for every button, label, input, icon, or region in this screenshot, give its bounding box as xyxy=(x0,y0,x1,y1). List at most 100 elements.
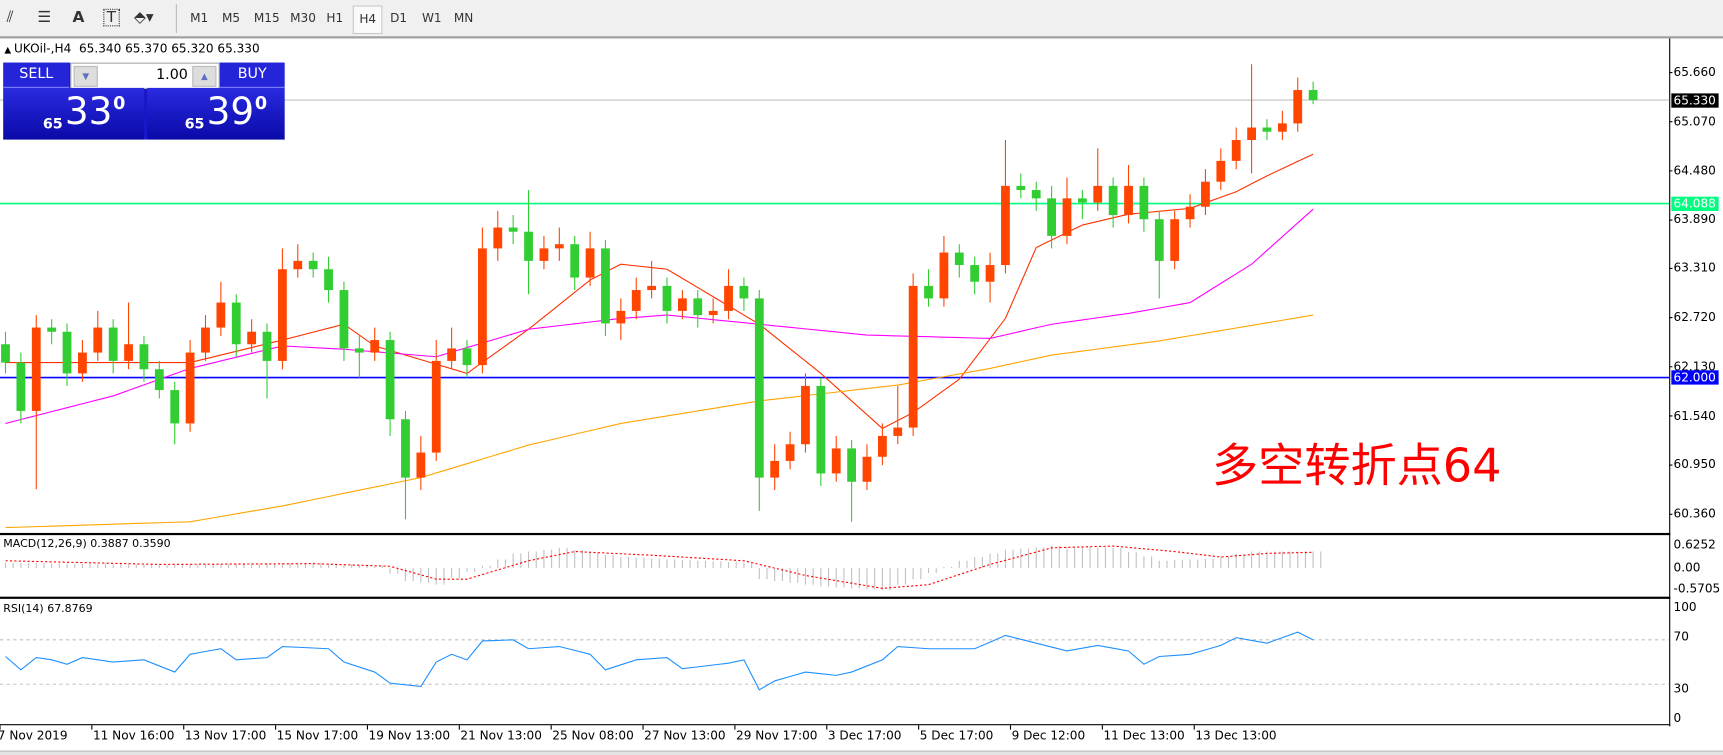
lots-input[interactable] xyxy=(99,64,188,85)
price-axis-label: 65.660 xyxy=(1673,64,1716,80)
candle-body xyxy=(278,269,287,361)
price-axis-label: 62.720 xyxy=(1673,309,1716,325)
candle-body xyxy=(1308,90,1318,101)
candle-body xyxy=(78,352,87,374)
chart-title: ▲ UKOil-,H4 65.340 65.370 65.320 65.330 xyxy=(4,42,259,56)
candle-body xyxy=(385,340,395,420)
timeframe-m30[interactable]: M30 xyxy=(290,10,316,26)
fibonacci-fan-icon[interactable]: ☰ xyxy=(37,8,51,27)
candle-body xyxy=(93,327,103,353)
timeframe-m15[interactable]: M15 xyxy=(253,10,280,26)
sell-price-point: 0 xyxy=(113,92,126,114)
macd-axis-label: 0.6252 xyxy=(1673,537,1716,552)
sell-price[interactable]: 65 33 0 xyxy=(3,87,144,140)
candle-body xyxy=(770,460,780,478)
candle-body xyxy=(1093,185,1103,203)
candle-body xyxy=(447,348,457,361)
sell-price-main: 33 xyxy=(64,90,113,135)
candle-body xyxy=(954,252,964,266)
moving-average-line xyxy=(5,208,1314,424)
candle-body xyxy=(293,260,303,270)
timeframe-h1[interactable]: H1 xyxy=(326,10,344,26)
fibonacci-expansion-icon[interactable]: ⫽ xyxy=(6,8,14,27)
pane-divider[interactable] xyxy=(0,596,1671,599)
candle-body xyxy=(831,448,841,474)
lots-increase-button[interactable]: ▲ xyxy=(192,65,217,87)
candle-body xyxy=(554,244,564,249)
rsi-axis-label: 70 xyxy=(1673,629,1689,644)
candle-body xyxy=(231,302,241,345)
buy-button[interactable]: BUY xyxy=(219,62,285,88)
candle-body xyxy=(16,362,26,411)
sell-price-prefix: 65 xyxy=(42,116,63,133)
macd-axis-label: 0.00 xyxy=(1673,560,1701,575)
candle-body xyxy=(677,298,687,311)
candle-body xyxy=(1293,90,1303,124)
chart-annotation[interactable]: 多空转折点64 xyxy=(1212,438,1502,493)
candle-body xyxy=(539,248,549,261)
candle-body xyxy=(785,444,795,461)
candle-body xyxy=(462,348,472,366)
time-axis-label: 11 Dec 13:00 xyxy=(1103,728,1185,743)
candle-body xyxy=(1062,198,1072,236)
candle-body xyxy=(631,290,641,311)
collapse-triangle-icon[interactable]: ▲ xyxy=(4,45,14,55)
price-axis-label: 62.130 xyxy=(1673,359,1716,374)
candle-body xyxy=(816,385,826,474)
sell-button[interactable]: SELL xyxy=(3,62,70,88)
candle-body xyxy=(1247,127,1256,141)
candle-body xyxy=(570,244,580,278)
candle-body xyxy=(1277,123,1287,132)
hline-label-64088: 64.088 xyxy=(1671,196,1719,211)
candle-body xyxy=(801,385,810,445)
candle-body xyxy=(201,327,210,353)
candle-body xyxy=(47,327,57,332)
candle-body xyxy=(354,348,364,353)
timeframe-m5[interactable]: M5 xyxy=(221,10,241,26)
toolbar-separator xyxy=(175,4,177,33)
candle-body xyxy=(908,285,918,428)
candle-body xyxy=(693,298,703,316)
candle-body xyxy=(1124,185,1133,216)
timeframe-mn[interactable]: MN xyxy=(453,10,474,26)
candle-body xyxy=(724,285,733,311)
chart-area[interactable] xyxy=(0,38,1671,727)
text-icon[interactable]: A xyxy=(72,8,85,27)
price-axis-label: 64.480 xyxy=(1673,163,1716,178)
time-axis-label: 29 Nov 17:00 xyxy=(736,728,818,743)
timeframe-w1[interactable]: W1 xyxy=(421,10,442,26)
candle-body xyxy=(985,265,995,282)
time-axis-label: 27 Nov 13:00 xyxy=(644,728,726,743)
time-axis-label: 13 Nov 17:00 xyxy=(184,728,267,743)
time-axis-label: 19 Nov 13:00 xyxy=(368,728,451,743)
time-axis-label: 21 Nov 13:00 xyxy=(460,728,542,743)
candle-body xyxy=(139,344,149,370)
arrows-icon[interactable]: ⬘▾ xyxy=(134,8,154,27)
candle-body xyxy=(1108,185,1118,216)
candle-body xyxy=(601,248,610,324)
candle-body xyxy=(847,448,857,482)
candle-body xyxy=(708,310,718,316)
lots-decrease-button[interactable]: ▼ xyxy=(73,65,98,87)
timeframe-d1[interactable]: D1 xyxy=(390,10,408,26)
rsi-title: RSI(14) 67.8769 xyxy=(3,603,93,616)
candle-body xyxy=(493,227,503,249)
buy-price[interactable]: 65 39 0 xyxy=(147,87,285,140)
current-price-label: 65.330 xyxy=(1671,93,1719,108)
moving-average-line xyxy=(5,314,1314,529)
candle-body xyxy=(108,327,118,361)
pane-divider[interactable] xyxy=(0,532,1671,536)
timeframe-m1[interactable]: M1 xyxy=(190,10,209,26)
time-axis-label: 11 Nov 16:00 xyxy=(92,728,175,743)
toolbar: ⫽ ☰ A T ⬘▾ M1 M5 M15 M30 H1 H4 D1 W1 MN xyxy=(0,0,1723,39)
timeframe-h4[interactable]: H4 xyxy=(352,5,383,35)
buy-price-point: 0 xyxy=(254,92,268,114)
candle-body xyxy=(31,327,41,411)
candle-body xyxy=(1185,206,1195,220)
time-axis-label: 5 Dec 17:00 xyxy=(919,728,994,743)
time-axis-line xyxy=(0,724,1671,726)
candle-body xyxy=(524,231,533,261)
chart-tabs-bar[interactable] xyxy=(0,750,1723,755)
text-label-icon[interactable]: T xyxy=(103,8,120,27)
